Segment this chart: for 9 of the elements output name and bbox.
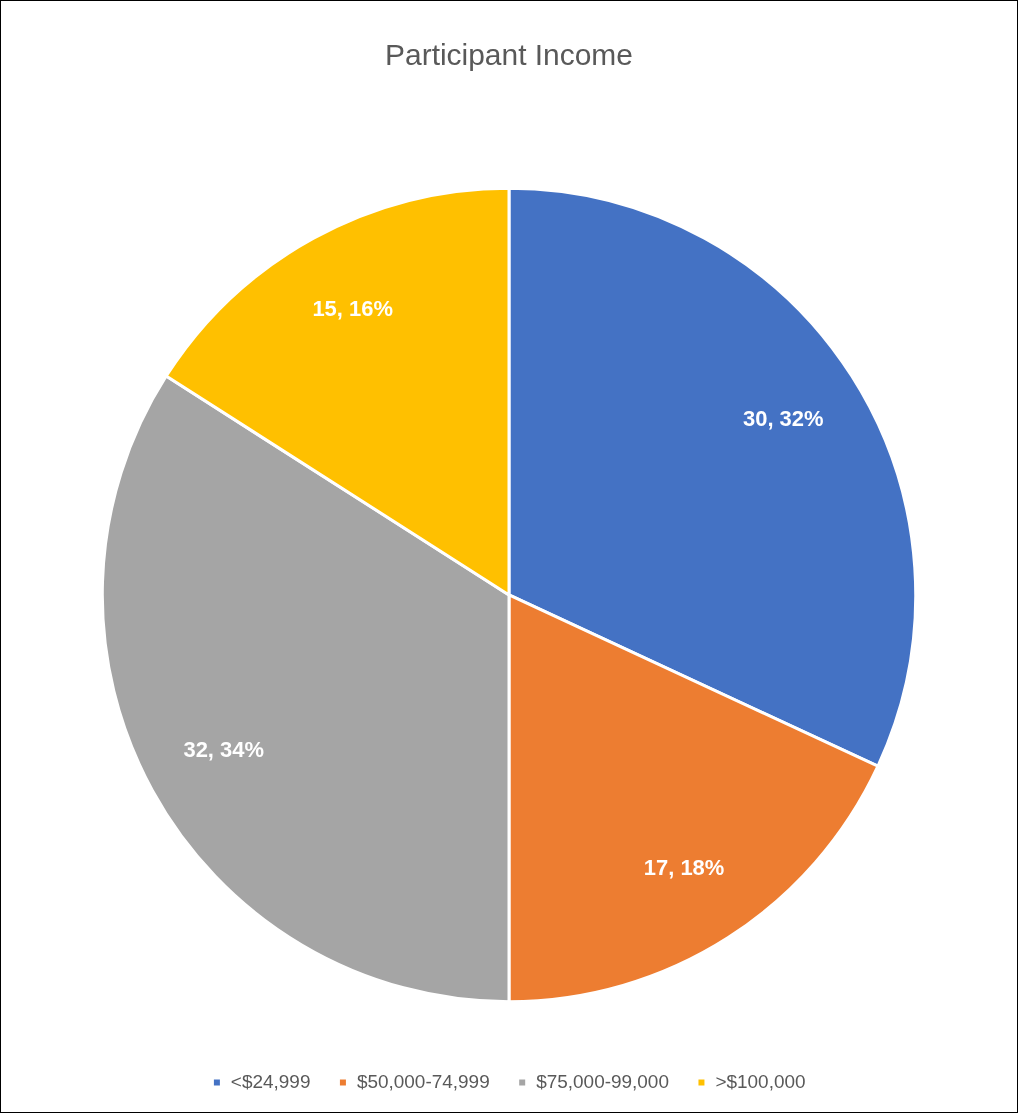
chart-title: Participant Income [385,38,633,72]
legend-label: $75,000-99,000 [536,1070,669,1092]
data-label: 32, 34% [183,737,264,763]
data-label: 15, 16% [312,295,393,321]
legend-label: <$24,999 [230,1070,311,1092]
legend-label: $50,000-74,999 [356,1070,490,1092]
legend-label: >$100,000 [715,1070,806,1092]
data-label: 30, 32% [743,405,824,431]
data-label: 17, 18% [643,855,725,881]
